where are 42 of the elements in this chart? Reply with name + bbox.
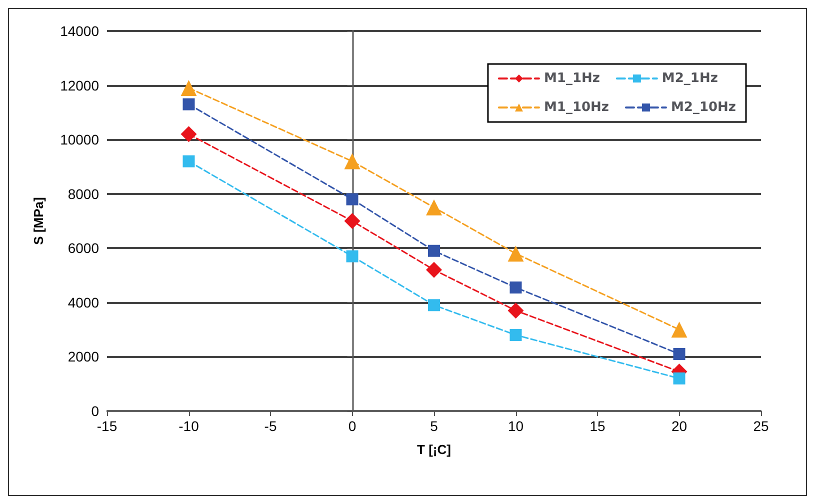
legend-label: M1_1Hz	[544, 71, 600, 86]
y-tick-label: 0	[91, 403, 100, 419]
point	[180, 126, 197, 142]
y-tick-label: 14000	[60, 23, 100, 39]
point	[426, 199, 442, 216]
legend-label: M2_1Hz	[662, 71, 718, 86]
point	[344, 213, 360, 229]
x-tick-label: -5	[264, 418, 277, 434]
point	[673, 348, 686, 360]
x-tick-label: 0	[348, 418, 356, 434]
x-axis-title: T [¡C]	[417, 442, 451, 457]
y-tick-label: 6000	[68, 240, 100, 256]
y-tick-label: 12000	[60, 77, 100, 94]
point	[428, 244, 440, 257]
point	[346, 193, 358, 206]
point	[344, 153, 360, 170]
x-tick-label: 20	[671, 418, 688, 434]
point	[428, 299, 440, 312]
legend-label: M2_10Hz	[670, 100, 736, 115]
x-tick-label: 25	[753, 418, 769, 434]
y-tick-label: 4000	[68, 294, 100, 310]
point	[510, 329, 522, 341]
y-tick-label: 8000	[68, 186, 100, 202]
point	[671, 322, 688, 338]
point	[180, 80, 197, 96]
x-tick-label: -10	[178, 418, 200, 434]
point	[182, 98, 195, 110]
point	[182, 155, 195, 168]
point	[346, 250, 358, 262]
x-tick-label: 10	[508, 418, 524, 434]
y-tick-label: 10000	[60, 132, 100, 148]
legend-label: M1_10Hz	[544, 100, 609, 115]
point	[673, 372, 686, 384]
point	[510, 282, 522, 294]
y-axis-title: S [MPa]	[31, 197, 46, 245]
x-tick-label: 15	[590, 418, 606, 434]
point	[508, 302, 524, 319]
x-tick-label: 5	[430, 418, 438, 434]
x-tick-label: -15	[96, 418, 118, 434]
point	[426, 262, 442, 278]
point	[508, 246, 524, 262]
y-tick-label: 2000	[68, 348, 100, 365]
